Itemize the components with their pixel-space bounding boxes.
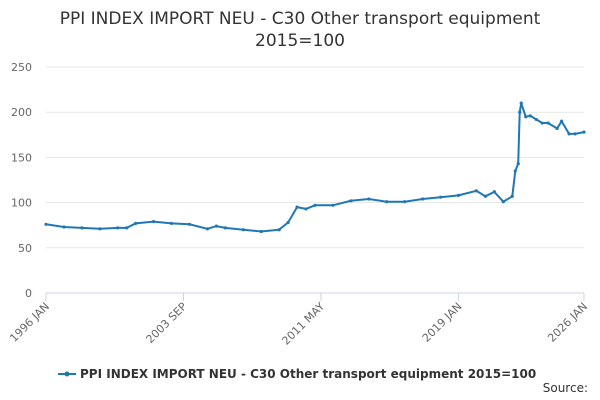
x-tick-label: 2003 SEP — [144, 300, 190, 346]
point — [125, 226, 129, 230]
point — [456, 193, 461, 197]
point — [555, 126, 559, 131]
point — [546, 121, 550, 125]
point — [524, 115, 528, 119]
point — [205, 227, 209, 231]
point — [187, 222, 192, 226]
point — [304, 207, 308, 211]
point — [152, 219, 156, 224]
point — [331, 203, 335, 207]
point — [518, 110, 522, 114]
point — [492, 190, 496, 194]
point — [528, 114, 532, 118]
point — [286, 220, 290, 225]
point — [516, 162, 520, 166]
source: Source: — [543, 381, 588, 395]
point — [80, 226, 84, 230]
x-tick-label: 1996 JAN — [7, 300, 52, 345]
point — [241, 228, 245, 232]
point — [573, 132, 577, 136]
y-tick-label: 200 — [11, 106, 32, 119]
point — [62, 225, 66, 229]
point — [44, 222, 48, 226]
point — [98, 227, 102, 231]
point — [567, 132, 571, 136]
point — [116, 226, 120, 230]
chart-title: PPI INDEX IMPORT NEU - C30 Other transpo… — [60, 9, 541, 29]
point — [559, 119, 564, 123]
point — [169, 221, 174, 225]
y-tick-label: 150 — [11, 151, 32, 164]
y-tick-label: 250 — [11, 61, 32, 74]
legend-marker — [64, 371, 70, 377]
point — [582, 130, 586, 134]
x-tick-label: 2019 JAN — [420, 300, 465, 345]
point — [513, 169, 517, 173]
point — [421, 197, 425, 201]
point — [277, 228, 281, 232]
point — [259, 229, 263, 234]
point — [223, 226, 227, 230]
point — [214, 224, 218, 228]
point — [501, 200, 505, 204]
point — [534, 117, 538, 122]
chart-subtitle: 2015=100 — [255, 31, 345, 51]
point — [134, 221, 138, 225]
point — [403, 200, 407, 204]
point — [313, 203, 317, 207]
x-tick-label: 2026 JAN — [545, 300, 590, 345]
point — [349, 199, 353, 203]
point — [483, 194, 487, 198]
y-tick-label: 100 — [11, 197, 32, 210]
point — [519, 101, 523, 105]
point — [540, 121, 544, 125]
y-tick-label: 0 — [25, 287, 32, 300]
point — [438, 195, 443, 199]
point — [474, 189, 478, 193]
x-tick-label: 2011 MAY — [279, 300, 327, 348]
y-tick-label: 50 — [18, 242, 32, 255]
point — [510, 194, 514, 198]
legend-label: PPI INDEX IMPORT NEU - C30 Other transpo… — [80, 367, 536, 381]
point — [367, 197, 371, 201]
point — [385, 200, 389, 204]
line — [45, 102, 585, 233]
point — [295, 205, 299, 209]
